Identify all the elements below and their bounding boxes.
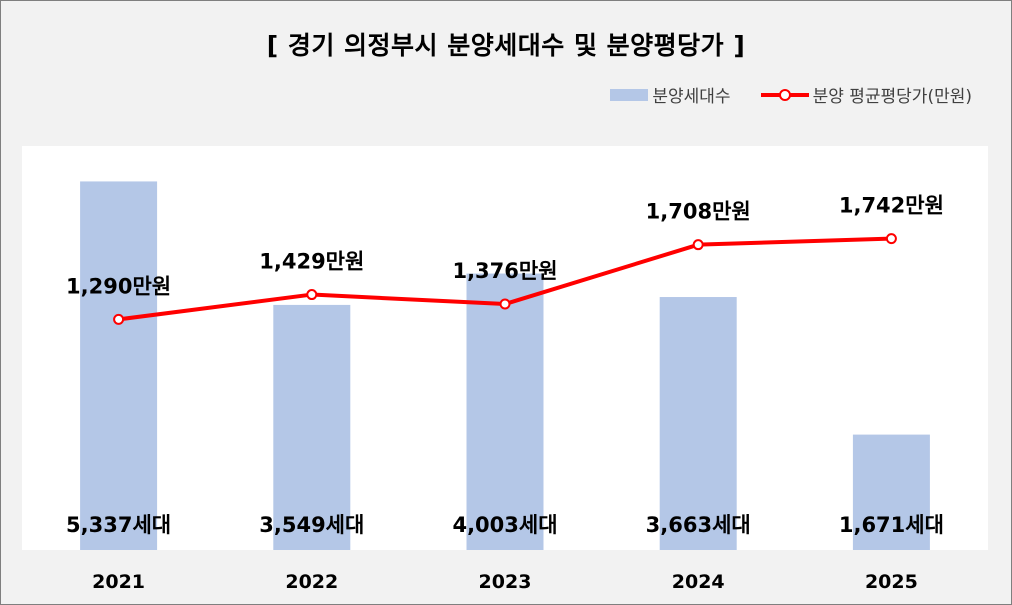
price-label-2025: 1,742만원 [839,194,944,218]
chart-title: [ 경기 의정부시 분양세대수 및 분양평당가 ] [266,31,746,60]
legend-line-swatch [760,88,809,102]
bar-2023 [466,273,544,550]
price-label-2022: 1,429만원 [259,250,364,274]
units-label-2021: 5,337세대 [66,513,171,537]
x-axis: 2021 2022 2023 2024 2025 [92,571,918,593]
x-tick-2021: 2021 [92,571,145,593]
legend-item-line: 분양 평균평당가(만원) [760,82,972,107]
legend: 분양세대수 분양 평균평당가(만원) [580,82,972,107]
x-tick-2025: 2025 [865,571,918,593]
price-label-2023: 1,376만원 [452,259,557,283]
bar-2024 [659,297,737,550]
bar-series [80,181,930,551]
price-point-2023 [499,298,511,310]
price-point-2025 [885,233,897,245]
units-label-2022: 3,549세대 [259,513,364,537]
legend-item-bar: 분양세대수 [610,82,731,107]
price-label-2021: 1,290만원 [66,274,171,298]
units-label-2024: 3,663세대 [646,513,751,537]
units-label-2025: 1,671세대 [839,513,944,537]
units-label-2023: 4,003세대 [452,513,557,537]
price-point-2022 [306,289,318,301]
price-label-2024: 1,708만원 [646,200,751,224]
x-tick-2023: 2023 [479,571,532,593]
legend-bar-label: 분양세대수 [652,87,731,107]
legend-line-label: 분양 평균평당가(만원) [812,87,972,107]
bar-2025 [852,434,930,550]
data-labels: 1,290만원 1,429만원 1,376만원 1,708만원 1,742만원 5,337… [66,194,944,537]
price-point-2024 [692,239,704,251]
bar-2021 [80,181,158,551]
bar-2022 [273,304,351,550]
price-point-2021 [113,313,125,325]
line-series [113,233,897,325]
x-tick-2024: 2024 [672,571,725,593]
legend-bar-swatch [610,88,649,101]
x-tick-2022: 2022 [285,571,338,593]
